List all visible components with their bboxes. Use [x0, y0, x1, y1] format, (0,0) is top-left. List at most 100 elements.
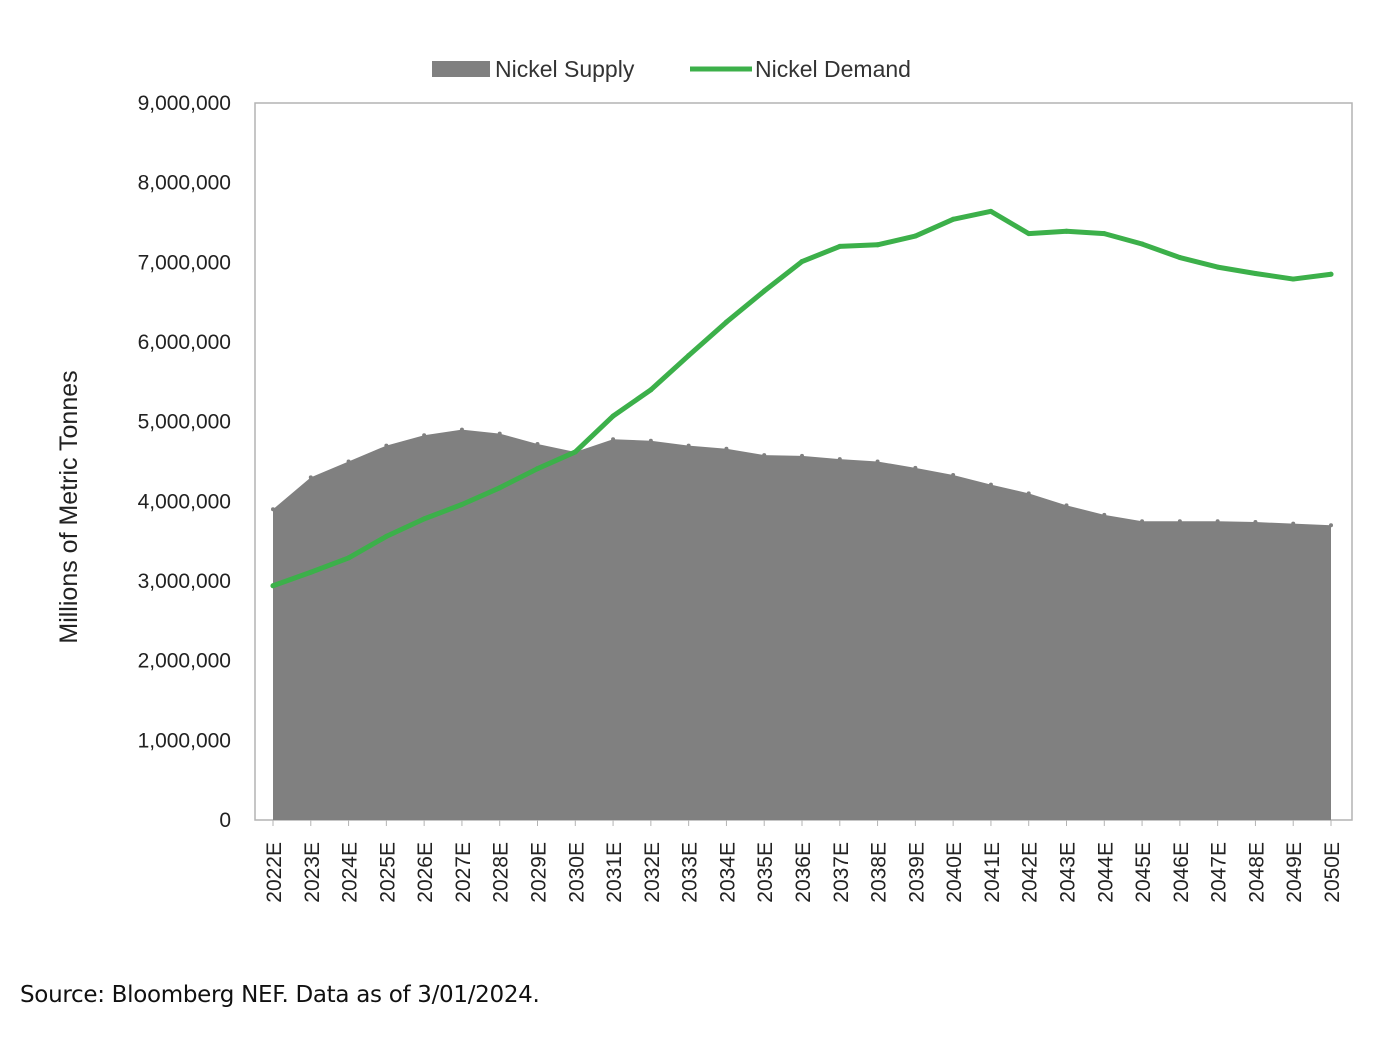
- x-tick-label: 2038E: [868, 842, 891, 903]
- y-tick-label: 8,000,000: [138, 172, 231, 195]
- demand-point-2028E: [497, 485, 503, 491]
- supply-point-2032E: [648, 438, 653, 443]
- source-note: Source: Bloomberg NEF. Data as of 3/01/2…: [20, 982, 540, 1008]
- supply-point-2042E: [1026, 491, 1031, 496]
- x-tick-label: 2039E: [905, 842, 928, 903]
- demand-point-2026E: [421, 516, 427, 522]
- supply-point-2049E: [1291, 521, 1296, 526]
- demand-point-2034E: [723, 319, 729, 325]
- x-tick-label: 2034E: [716, 842, 739, 903]
- demand-point-2024E: [346, 555, 352, 561]
- supply-point-2038E: [875, 459, 880, 464]
- x-tick-label: 2044E: [1094, 842, 1117, 903]
- x-tick-label: 2029E: [528, 842, 551, 903]
- supply-point-2034E: [724, 446, 729, 451]
- demand-point-2040E: [950, 216, 956, 222]
- supply-point-2044E: [1102, 512, 1107, 517]
- x-tick-label: 2023E: [301, 842, 324, 903]
- x-tick-label: 2024E: [339, 842, 362, 903]
- y-tick-label: 9,000,000: [138, 92, 231, 115]
- demand-point-2030E: [572, 449, 578, 455]
- demand-point-2046E: [1177, 255, 1183, 261]
- x-tick-label: 2046E: [1170, 842, 1193, 903]
- supply-point-2033E: [686, 443, 691, 448]
- x-tick-label: 2037E: [830, 842, 853, 903]
- x-tick-label: 2040E: [943, 842, 966, 903]
- y-axis-title: Millions of Metric Tonnes: [55, 370, 83, 643]
- demand-point-2023E: [308, 569, 314, 575]
- supply-point-2050E: [1329, 523, 1333, 528]
- demand-point-2047E: [1215, 264, 1221, 270]
- demand-point-2036E: [799, 259, 805, 265]
- supply-point-2045E: [1140, 519, 1145, 524]
- supply-point-2047E: [1215, 519, 1220, 524]
- x-tick-label: 2031E: [603, 842, 626, 903]
- supply-point-2035E: [762, 453, 767, 458]
- y-tick-label: 7,000,000: [138, 251, 231, 274]
- supply-point-2026E: [422, 433, 427, 438]
- plot-area: [254, 102, 1353, 821]
- demand-point-2035E: [761, 288, 767, 294]
- demand-point-2033E: [686, 353, 692, 359]
- supply-point-2040E: [951, 473, 956, 478]
- x-tick-label: 2036E: [792, 842, 815, 903]
- x-tick-label: 2022E: [263, 842, 286, 903]
- demand-point-2050E: [1328, 271, 1334, 277]
- y-tick-label: 3,000,000: [138, 570, 231, 593]
- demand-point-2039E: [912, 233, 918, 239]
- x-tick-label: 2041E: [981, 842, 1004, 903]
- x-axis: 2022E 2023E 2024E 2025E 2026E 2027E 2028E 2029E…: [263, 820, 1344, 903]
- supply-point-2025E: [384, 443, 389, 448]
- demand-point-2043E: [1064, 228, 1069, 234]
- demand-point-2044E: [1101, 231, 1107, 237]
- x-tick-label: 2050E: [1321, 842, 1344, 903]
- supply-point-2024E: [346, 459, 351, 464]
- x-tick-label: 2032E: [641, 842, 664, 903]
- legend-label-demand: Nickel Demand: [755, 56, 911, 82]
- x-tick-label: 2028E: [490, 842, 513, 903]
- y-tick-label: 0: [219, 809, 231, 832]
- demand-point-2025E: [383, 533, 389, 539]
- y-tick-label: 2,000,000: [138, 650, 231, 673]
- demand-point-2041E: [988, 208, 994, 214]
- demand-point-2029E: [535, 466, 540, 472]
- nickel-supply-demand-chart: 0 1,000,000 2,000,000 3,000,000 4,000,000 5,0…: [55, 56, 1353, 903]
- x-tick-label: 2030E: [565, 842, 588, 903]
- supply-point-2039E: [913, 465, 918, 470]
- supply-point-2043E: [1064, 503, 1069, 508]
- demand-point-2045E: [1139, 241, 1145, 247]
- x-tick-label: 2047E: [1208, 842, 1231, 903]
- series-area-nickel-supply: [273, 429, 1331, 820]
- x-tick-label: 2049E: [1283, 842, 1306, 903]
- supply-point-2048E: [1253, 520, 1258, 525]
- x-tick-label: 2035E: [754, 842, 777, 903]
- demand-point-2027E: [459, 502, 465, 508]
- demand-point-2048E: [1252, 270, 1258, 276]
- x-tick-label: 2043E: [1057, 842, 1080, 903]
- supply-point-2029E: [535, 441, 540, 446]
- x-tick-label: 2033E: [679, 842, 702, 903]
- demand-point-2038E: [875, 242, 881, 248]
- x-tick-label: 2026E: [414, 842, 437, 903]
- x-tick-label: 2048E: [1245, 842, 1268, 903]
- legend-swatch-supply: [432, 61, 490, 77]
- demand-point-2031E: [610, 413, 616, 419]
- supply-point-2028E: [497, 431, 502, 436]
- y-tick-label: 1,000,000: [138, 729, 231, 752]
- y-axis: 0 1,000,000 2,000,000 3,000,000 4,000,000 5,0…: [138, 92, 231, 832]
- demand-point-2022E: [270, 583, 276, 589]
- y-tick-label: 5,000,000: [138, 411, 231, 434]
- supply-point-2031E: [611, 437, 616, 442]
- demand-point-2042E: [1026, 231, 1032, 237]
- demand-point-2037E: [837, 243, 843, 249]
- x-tick-label: 2025E: [376, 842, 399, 903]
- x-tick-label: 2042E: [1019, 842, 1042, 903]
- legend: Nickel Supply Nickel Demand: [432, 56, 911, 82]
- demand-point-2049E: [1290, 276, 1296, 282]
- supply-point-2022E: [271, 507, 275, 512]
- x-tick-label: 2045E: [1132, 842, 1155, 903]
- y-tick-label: 6,000,000: [138, 331, 231, 354]
- legend-label-supply: Nickel Supply: [495, 56, 635, 82]
- supply-point-2046E: [1177, 519, 1182, 524]
- supply-point-2037E: [837, 457, 842, 462]
